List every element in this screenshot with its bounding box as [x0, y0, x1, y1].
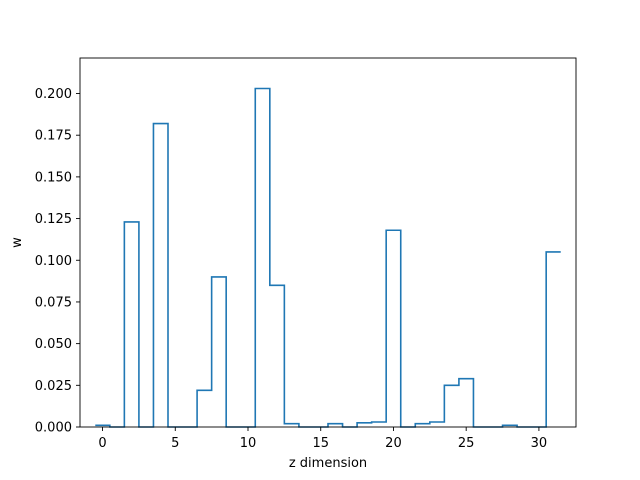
x-tick-label: 25 — [458, 436, 475, 451]
step-series-line — [95, 87, 561, 428]
y-tick-label: 0.150 — [35, 170, 72, 185]
x-tick-label: 15 — [312, 436, 329, 451]
axes-frame — [79, 57, 577, 428]
y-tick-label: 0.075 — [35, 295, 72, 310]
x-tick-label: 20 — [385, 436, 402, 451]
y-tick-label: 0.025 — [35, 379, 72, 394]
x-tick-label: 10 — [240, 436, 257, 451]
y-tick-label: 0.125 — [35, 212, 72, 227]
y-tick-label: 0.050 — [35, 337, 72, 352]
x-axis-label: z dimension — [289, 456, 367, 471]
y-axis-ticks: 0.000 0.025 0.050 0.075 0.100 0.125 0.150 0.175… — [35, 87, 80, 436]
x-axis-ticks: 0 5 10 15 20 25 30 — [98, 427, 547, 451]
y-tick-label: 0.100 — [35, 254, 72, 269]
y-tick-label: 0.000 — [35, 421, 72, 436]
y-tick-label: 0.175 — [35, 129, 72, 144]
plot-area — [79, 57, 577, 428]
y-axis-label: w — [10, 237, 25, 248]
x-tick-label: 5 — [171, 436, 179, 451]
x-tick-label: 0 — [98, 436, 106, 451]
x-tick-label: 30 — [531, 436, 548, 451]
y-tick-label: 0.200 — [35, 87, 72, 102]
